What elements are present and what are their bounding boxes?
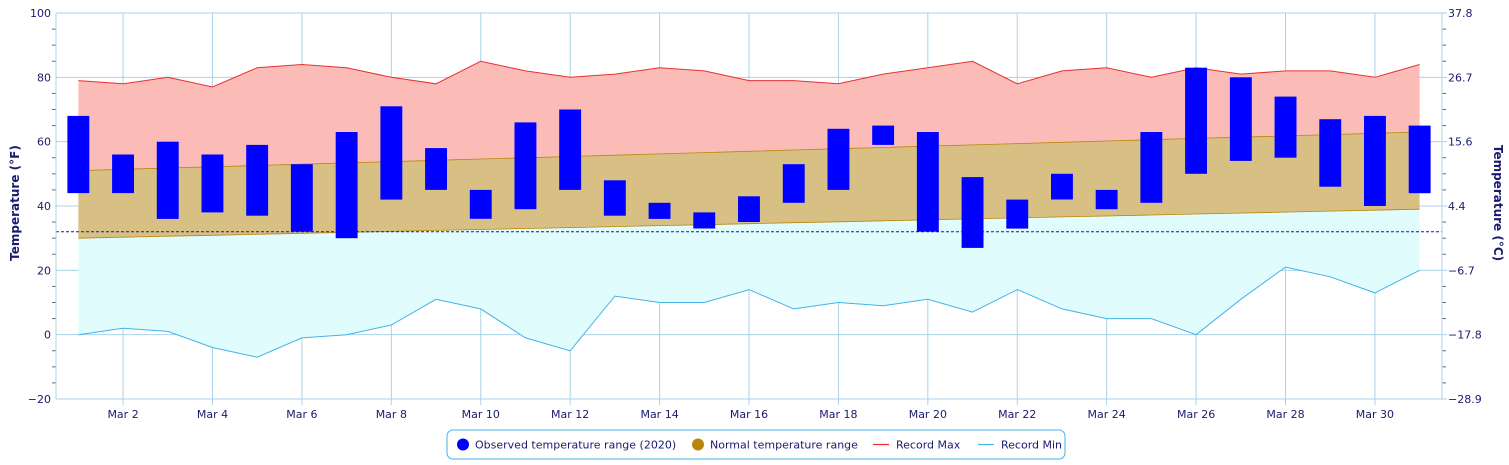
observed-range-bar	[380, 106, 403, 200]
y-tick-label-left: 0	[44, 329, 51, 342]
observed-range-bar	[1274, 96, 1297, 158]
legend-observed-label: Observed temperature range (2020)	[475, 439, 676, 452]
legend: Observed temperature range (2020) Normal…	[446, 429, 1066, 460]
y-tick-label-left: 60	[37, 136, 51, 149]
x-tick-label: Mar 6	[286, 408, 317, 421]
y-tick-label-right: 26.7	[1448, 71, 1473, 84]
observed-range-bar	[648, 202, 671, 219]
observed-range-bar	[1051, 173, 1073, 200]
observed-range-bar	[425, 148, 447, 190]
observed-range-bar	[1408, 125, 1431, 194]
y-tick-label-left: 100	[30, 7, 51, 20]
observed-range-bar	[112, 154, 134, 194]
observed-range-bar	[1140, 132, 1163, 203]
observed-range-bar	[514, 122, 537, 210]
y-tick-label-right: −6.7	[1448, 264, 1475, 277]
y-tick-label-left: 80	[37, 71, 51, 84]
x-tick-label: Mar 10	[462, 408, 500, 421]
y-tick-label-right: 4.4	[1448, 200, 1466, 213]
observed-range-bar	[782, 164, 805, 203]
x-tick-label: Mar 20	[909, 408, 947, 421]
y-tick-label-left: 20	[37, 264, 51, 277]
x-tick-label: Mar 16	[730, 408, 768, 421]
legend-observed-icon	[457, 438, 469, 451]
y-axis-title-left: Temperature (°F)	[8, 145, 22, 261]
fill-layer	[78, 61, 1420, 358]
observed-range-bar	[872, 125, 895, 145]
x-tick-label: Mar 28	[1266, 408, 1304, 421]
x-tick-label: Mar 24	[1088, 408, 1126, 421]
y-tick-label-left: 40	[37, 200, 51, 213]
y-tick-label-right: 15.6	[1448, 136, 1473, 149]
observed-range-bar	[156, 141, 179, 219]
observed-range-bar	[916, 132, 939, 232]
observed-range-bar	[738, 196, 760, 222]
legend-record-min-label: Record Min	[1001, 439, 1062, 452]
observed-range-bar	[67, 115, 90, 194]
y-tick-label-right: −17.8	[1448, 329, 1482, 342]
legend-normal-icon	[692, 438, 704, 451]
y-tick-label-right: −28.9	[1448, 393, 1482, 406]
x-tick-label: Mar 22	[998, 408, 1036, 421]
x-tick-label: Mar 4	[197, 408, 228, 421]
observed-range-bar	[1185, 67, 1207, 174]
x-tick-label: Mar 8	[376, 408, 407, 421]
observed-range-bar	[693, 212, 716, 229]
observed-range-bar	[201, 154, 224, 213]
y-axis-title-right: Temperature (°C)	[1491, 145, 1505, 261]
observed-range-bar	[290, 164, 313, 232]
legend-box	[446, 429, 1066, 460]
observed-range-bar	[1006, 199, 1029, 229]
observed-range-bar	[559, 109, 582, 190]
observed-range-bar	[469, 189, 492, 219]
bar-layer	[67, 67, 1431, 248]
record-min-line	[78, 266, 1420, 358]
observed-range-bar	[246, 144, 269, 216]
observed-range-bar	[827, 128, 850, 190]
record-min-area	[78, 209, 1420, 358]
legend-record-max-label: Record Max	[896, 439, 961, 452]
x-tick-label: Mar 2	[107, 408, 138, 421]
axes-layer: Temperature (°F) Temperature (°C) −20 −28…	[8, 7, 1505, 421]
legend-normal-label: Normal temperature range	[710, 439, 858, 452]
observed-range-bar	[335, 132, 358, 239]
observed-range-bar	[1229, 77, 1252, 161]
observed-range-bar	[961, 177, 984, 248]
y-tick-label-left: −20	[28, 393, 51, 406]
observed-range-bar	[1319, 119, 1342, 187]
x-tick-label: Mar 14	[640, 408, 678, 421]
observed-range-bar	[1364, 115, 1386, 206]
x-tick-label: Mar 26	[1177, 408, 1215, 421]
y-tick-label-right: 37.8	[1448, 7, 1473, 20]
record-max-area	[78, 61, 1420, 171]
observed-range-bar	[1095, 189, 1118, 210]
x-tick-label: Mar 18	[819, 408, 857, 421]
x-tick-label: Mar 30	[1356, 408, 1394, 421]
normal-range-area	[78, 132, 1420, 239]
normal-low-edge	[78, 208, 1420, 239]
observed-range-bar	[603, 180, 626, 216]
x-tick-label: Mar 12	[551, 408, 589, 421]
